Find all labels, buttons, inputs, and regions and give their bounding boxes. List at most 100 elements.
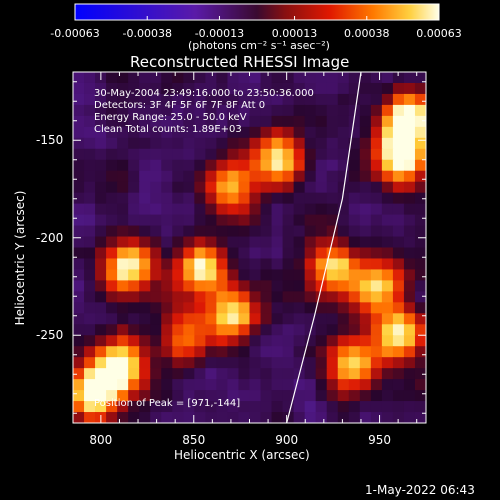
- heatmap-cell: [183, 412, 195, 424]
- heatmap-cell: [194, 193, 206, 205]
- heatmap-cell: [360, 346, 372, 358]
- heatmap-cell: [371, 269, 383, 281]
- heatmap-cell: [161, 335, 173, 347]
- heatmap-cell: [316, 94, 328, 106]
- heatmap-cell: [250, 280, 262, 292]
- heatmap-cell: [84, 226, 96, 238]
- heatmap-cell: [106, 280, 118, 292]
- heatmap-cell: [194, 346, 206, 358]
- heatmap-cell: [360, 412, 372, 424]
- heatmap-cell: [194, 291, 206, 303]
- heatmap-cell: [84, 138, 96, 150]
- heatmap-cell: [194, 412, 206, 424]
- heatmap-cell: [117, 269, 129, 281]
- heatmap-cell: [261, 226, 273, 238]
- heatmap-cell: [415, 324, 427, 336]
- heatmap-cell: [150, 149, 162, 161]
- heatmap-cell: [360, 335, 372, 347]
- heatmap-cell: [261, 72, 273, 84]
- heatmap-cell: [261, 237, 273, 249]
- heatmap-cell: [172, 291, 184, 303]
- heatmap-cell: [183, 335, 195, 347]
- heatmap-cell: [382, 171, 394, 183]
- heatmap-cell: [404, 204, 416, 216]
- colorbar: [75, 4, 439, 20]
- heatmap-cell: [327, 401, 339, 413]
- heatmap-cell: [272, 116, 284, 128]
- colorbar-tick-label: -0.00038: [122, 28, 171, 40]
- heatmap-cell: [283, 226, 295, 238]
- heatmap-cell: [172, 269, 184, 281]
- heatmap-cell: [393, 346, 405, 358]
- heatmap-cell: [360, 302, 372, 314]
- heatmap-cell: [305, 138, 317, 150]
- heatmap-cell: [183, 182, 195, 194]
- heatmap-cell: [238, 160, 250, 172]
- heatmap-cell: [415, 149, 427, 161]
- heatmap-cell: [371, 324, 383, 336]
- heatmap-cell: [272, 237, 284, 249]
- heatmap-cell: [227, 138, 239, 150]
- heatmap-cell: [205, 291, 217, 303]
- heatmap-cell: [393, 94, 405, 106]
- heatmap-cell: [272, 390, 284, 402]
- heatmap-cell: [172, 149, 184, 161]
- heatmap-cell: [316, 313, 328, 325]
- heatmap-cell: [316, 390, 328, 402]
- heatmap-cell: [294, 324, 306, 336]
- heatmap-cell: [250, 412, 262, 424]
- colorbar-tick-label: 0.00038: [344, 28, 390, 40]
- heatmap-cell: [117, 357, 129, 369]
- heatmap-cell: [349, 280, 361, 292]
- heatmap-cell: [150, 171, 162, 183]
- heatmap-cell: [382, 258, 394, 270]
- heatmap-cell: [327, 83, 339, 95]
- heatmap-cell: [404, 412, 416, 424]
- x-tick-label: 900: [275, 434, 298, 446]
- heatmap-cell: [128, 237, 140, 249]
- heatmap-cell: [415, 302, 427, 314]
- heatmap-cell: [84, 302, 96, 314]
- heatmap-cell: [294, 412, 306, 424]
- heatmap-cell: [261, 302, 273, 314]
- heatmap-cell: [227, 226, 239, 238]
- heatmap-cell: [128, 182, 140, 194]
- heatmap-cell: [305, 412, 317, 424]
- heatmap-cell: [194, 269, 206, 281]
- colorbar-unit-label: (photons cm⁻² s⁻¹ asec⁻²): [188, 40, 330, 52]
- heatmap-cell: [250, 269, 262, 281]
- heatmap-cell: [283, 258, 295, 270]
- heatmap-cell: [349, 401, 361, 413]
- heatmap-cell: [117, 193, 129, 205]
- heatmap-cell: [227, 302, 239, 314]
- heatmap-cell: [349, 412, 361, 424]
- heatmap-cell: [272, 160, 284, 172]
- heatmap-cell: [305, 379, 317, 391]
- heatmap-cell: [95, 280, 107, 292]
- heatmap-cell: [150, 379, 162, 391]
- heatmap-cell: [382, 160, 394, 172]
- heatmap-cell: [404, 248, 416, 260]
- colorbar-tick-label: 0.00063: [416, 28, 462, 40]
- heatmap-cell: [283, 302, 295, 314]
- heatmap-cell: [216, 269, 228, 281]
- heatmap-cell: [360, 182, 372, 194]
- heatmap-cell: [382, 390, 394, 402]
- heatmap-cell: [216, 379, 228, 391]
- heatmap-cell: [371, 357, 383, 369]
- heatmap-cell: [250, 335, 262, 347]
- heatmap-cell: [183, 237, 195, 249]
- heatmap-cell: [238, 138, 250, 150]
- heatmap-cell: [84, 412, 96, 424]
- heatmap-cell: [360, 72, 372, 84]
- heatmap-cell: [404, 291, 416, 303]
- heatmap-cell: [294, 105, 306, 117]
- heatmap-cell: [227, 379, 239, 391]
- heatmap-cell: [161, 280, 173, 292]
- heatmap-cell: [283, 368, 295, 380]
- heatmap-cell: [150, 215, 162, 227]
- heatmap-cell: [73, 302, 85, 314]
- heatmap-cell: [128, 302, 140, 314]
- heatmap-cell: [106, 368, 118, 380]
- heatmap-cell: [261, 193, 273, 205]
